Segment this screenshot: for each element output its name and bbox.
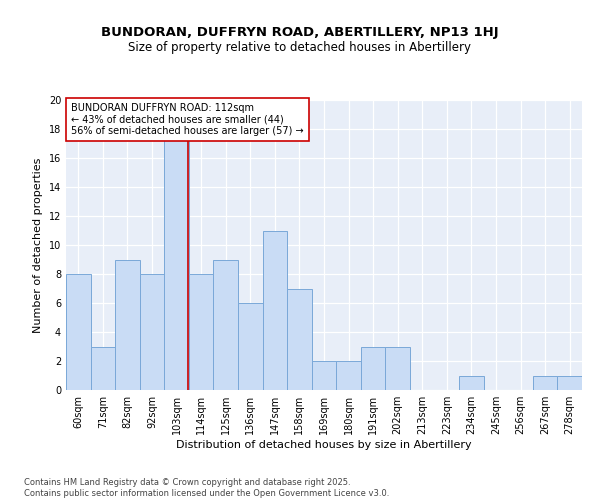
Bar (533, 376, 557, 390)
Bar (164, 129, 189, 390)
Text: BUNDORAN, DUFFRYN ROAD, ABERTILLERY, NP13 1HJ: BUNDORAN, DUFFRYN ROAD, ABERTILLERY, NP1… (101, 26, 499, 39)
Bar (336, 361, 361, 390)
Y-axis label: Number of detached properties: Number of detached properties (33, 158, 43, 332)
Bar (557, 376, 582, 390)
Bar (385, 346, 410, 390)
Bar (238, 303, 263, 390)
Bar (312, 361, 336, 390)
X-axis label: Distribution of detached houses by size in Abertillery: Distribution of detached houses by size … (176, 440, 472, 450)
Bar (66, 274, 91, 390)
Bar (91, 346, 115, 390)
Text: BUNDORAN DUFFRYN ROAD: 112sqm
← 43% of detached houses are smaller (44)
56% of s: BUNDORAN DUFFRYN ROAD: 112sqm ← 43% of d… (71, 103, 304, 136)
Bar (115, 260, 140, 390)
Bar (459, 376, 484, 390)
Bar (361, 346, 385, 390)
Bar (214, 260, 238, 390)
Bar (263, 230, 287, 390)
Text: Contains HM Land Registry data © Crown copyright and database right 2025.
Contai: Contains HM Land Registry data © Crown c… (24, 478, 389, 498)
Bar (287, 288, 312, 390)
Bar (140, 274, 164, 390)
Text: Size of property relative to detached houses in Abertillery: Size of property relative to detached ho… (128, 41, 472, 54)
Bar (189, 274, 214, 390)
